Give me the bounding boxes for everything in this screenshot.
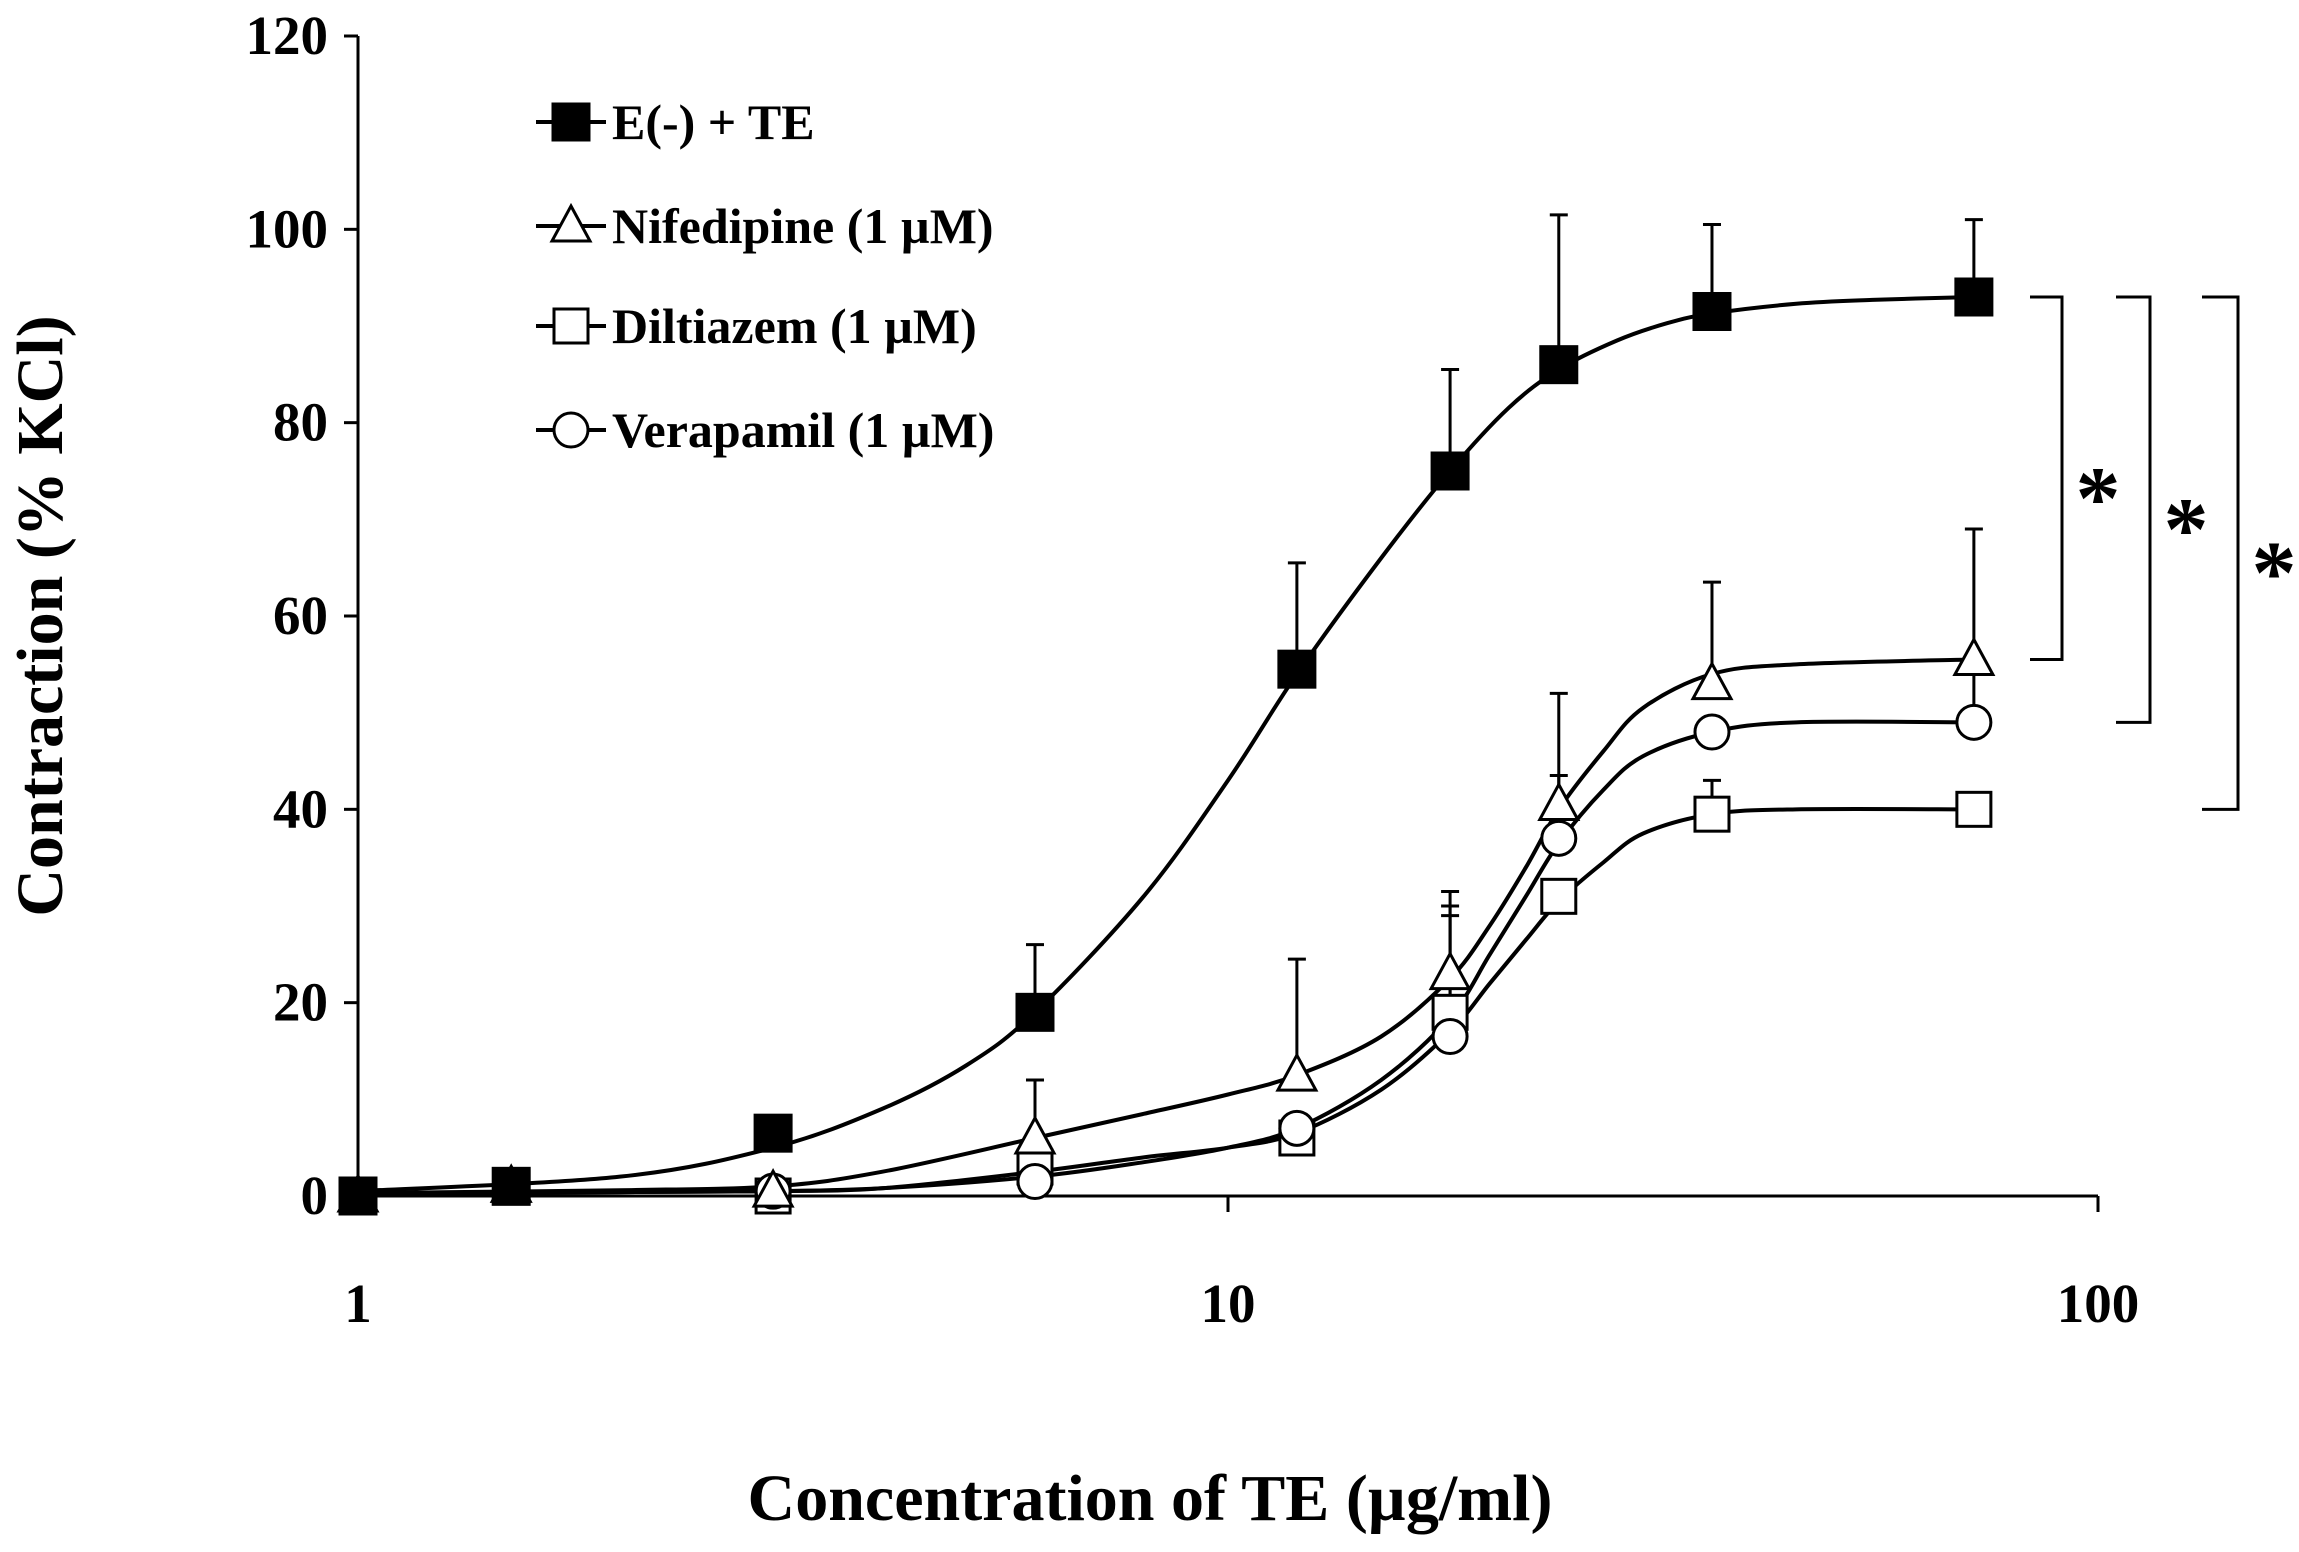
y-tick-label: 40 [273, 778, 328, 839]
data-point-3 [1431, 1018, 1469, 1055]
data-point-0 [1430, 451, 1470, 491]
data-point-2 [1693, 795, 1731, 833]
legend-label: Nifedipine (1 µM) [612, 198, 994, 254]
series-curve-3 [357, 719, 1974, 1196]
y-tick-label: 120 [246, 5, 329, 66]
series-curve-1 [357, 657, 1974, 1196]
y-tick-label: 0 [301, 1165, 329, 1226]
x-axis-title: Concentration of TE (µg/ml) [748, 1462, 1553, 1535]
legend-label: Verapamil (1 µM) [612, 402, 994, 458]
significance-star: * [2252, 524, 2297, 623]
data-point-1 [751, 1168, 795, 1208]
significance-bracket [2116, 295, 2152, 724]
legend: E(-) + TE Nifedipine (1 µM) Diltiazem (1 µ… [536, 94, 994, 458]
x-tick-label: 10 [1201, 1273, 1256, 1334]
x-tick-label: 1 [344, 1273, 372, 1334]
legend-marker [549, 202, 593, 243]
data-point-1 [1690, 660, 1734, 701]
significance-brackets: * * * [2030, 295, 2297, 811]
data-point-3 [1955, 703, 1993, 741]
legend-marker [551, 102, 591, 142]
data-point-3 [1540, 819, 1578, 857]
y-tick-label: 60 [273, 585, 328, 646]
y-tick-label: 20 [273, 972, 328, 1033]
x-tick-label: 100 [2057, 1273, 2140, 1334]
data-point-0 [753, 1113, 793, 1153]
data-point-0 [491, 1166, 531, 1206]
data-point-1 [1275, 1052, 1319, 1092]
data-point-0 [338, 1176, 378, 1216]
significance-star: * [2164, 481, 2209, 580]
data-point-0 [1692, 292, 1732, 331]
data-point-1 [1537, 781, 1581, 821]
data-point-3 [1016, 1163, 1054, 1200]
data-point-0 [1954, 277, 1994, 317]
data-point-1 [1013, 1114, 1057, 1155]
data-point-3 [1278, 1109, 1316, 1147]
significance-star: * [2076, 449, 2121, 548]
series-layer [336, 213, 1996, 1216]
legend-label: E(-) + TE [612, 94, 815, 150]
data-point-2 [1955, 790, 1993, 828]
legend-marker [552, 411, 590, 449]
data-point-0 [1277, 649, 1317, 689]
data-point-3 [1693, 713, 1731, 751]
data-point-2 [1540, 877, 1578, 915]
legend-label: Diltiazem (1 µM) [612, 298, 977, 354]
y-axis-title: Contraction (% KCl) [4, 315, 77, 916]
y-ticks: 0 20 40 60 80 100 120 [246, 5, 358, 1226]
y-tick-label: 80 [273, 392, 328, 453]
y-tick-label: 100 [246, 198, 329, 259]
significance-bracket [2202, 295, 2240, 811]
x-ticks: 1 10 100 [344, 1196, 2139, 1334]
significance-bracket [2030, 295, 2064, 661]
data-point-1 [1952, 636, 1996, 676]
data-point-0 [1015, 992, 1055, 1032]
data-point-0 [1539, 345, 1579, 385]
data-point-1 [1428, 950, 1472, 991]
legend-marker [552, 307, 590, 345]
